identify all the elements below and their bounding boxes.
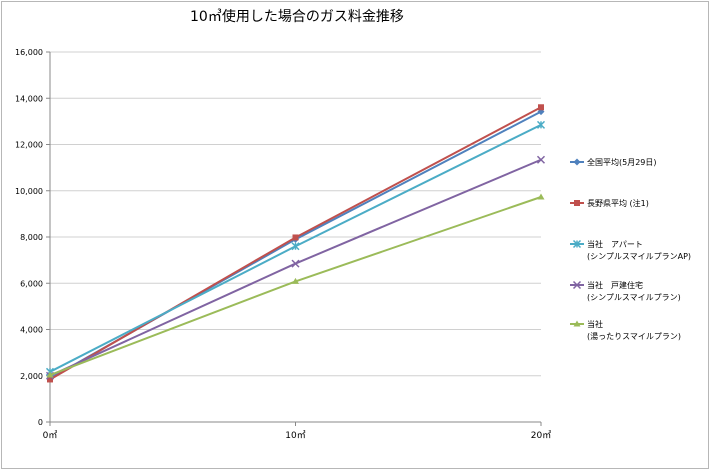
series-line-4: [49, 158, 542, 377]
series-2-point: [292, 234, 299, 241]
series-5-point: [46, 371, 54, 378]
x-tick-label: 20㎥: [531, 430, 551, 441]
legend-marker: [573, 158, 581, 166]
legend-label: 当社 アパート: [587, 239, 643, 249]
legend-label: (シンプルスマイルプランAP): [587, 252, 691, 261]
series-line-5: [49, 196, 542, 376]
series-4-point: [291, 259, 300, 268]
legend-label: 全国平均(5月29日): [587, 157, 657, 167]
series-3-point: [291, 242, 300, 251]
chart-title: 10㎥使用した場合のガス料金推移: [190, 9, 404, 25]
legend-marker: [572, 280, 582, 290]
y-tick-label: 0: [38, 418, 43, 427]
x-tick-label: 10㎥: [285, 430, 305, 441]
legend-marker: [574, 200, 580, 206]
y-tick-label: 16,000: [15, 48, 43, 57]
legend-label: 当社 戸建住宅: [587, 280, 643, 290]
series-2-point: [47, 376, 53, 383]
series-3-point: [536, 120, 546, 129]
legend-label: 長野県平均 (注1): [587, 198, 649, 208]
y-tick-label: 8,000: [20, 233, 43, 242]
series-5-point: [292, 277, 299, 284]
legend-marker: [572, 239, 582, 249]
series-5-point: [537, 193, 545, 200]
legend-label: 当社: [587, 319, 603, 329]
series-2-point: [538, 104, 544, 111]
x-tick-label: 0㎥: [43, 430, 58, 441]
y-tick-label: 10,000: [15, 187, 43, 196]
legend-marker: [573, 320, 581, 327]
y-tick-label: 6,000: [20, 279, 43, 288]
y-tick-label: 2,000: [20, 372, 43, 381]
series-4-point: [536, 155, 546, 164]
y-tick-label: 12,000: [15, 141, 43, 150]
legend-label: (湯ったりスマイルプラン): [587, 331, 681, 341]
y-tick-label: 4,000: [20, 326, 43, 335]
y-tick-label: 14,000: [15, 94, 43, 103]
legend-label: (シンプルスマイルプラン): [587, 293, 681, 302]
